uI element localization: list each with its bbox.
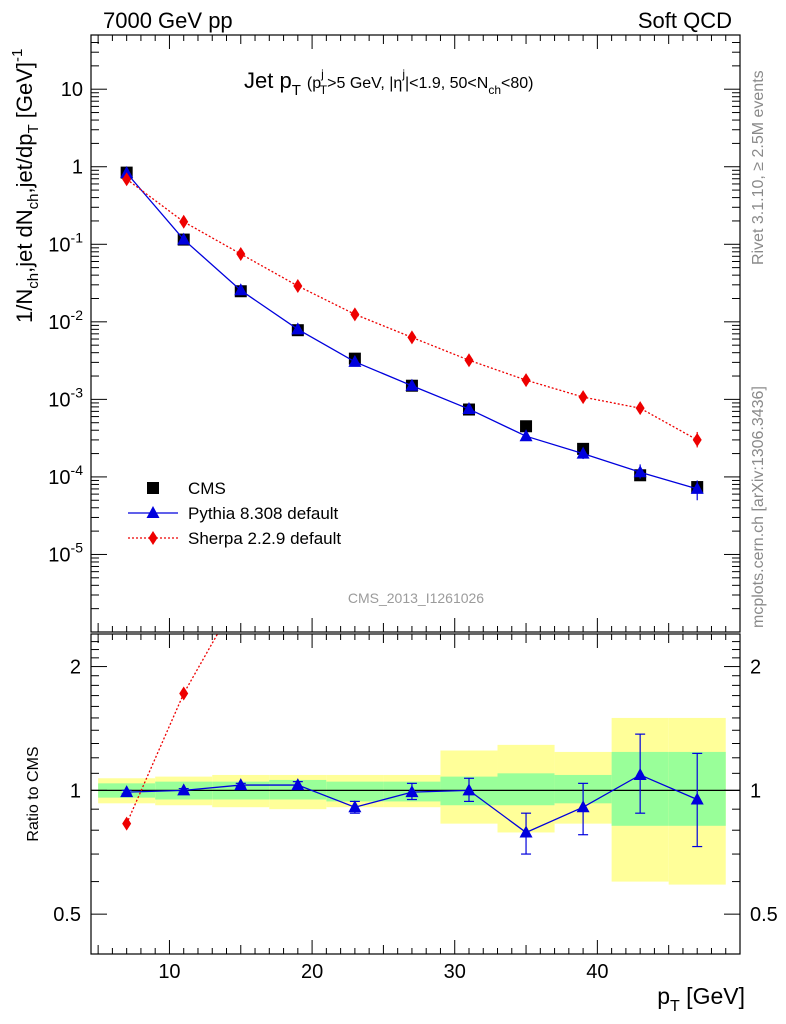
data-point [293,278,303,293]
ratio-y-tick-label: 2 [70,657,81,679]
ratio-point [177,783,191,796]
ratio-point [122,816,132,831]
y-tick-label: 10-5 [48,539,83,566]
legend-marker [147,482,159,494]
y-tick-label: 10-1 [48,229,83,256]
x-tick-label: 30 [444,961,466,983]
ratio-point [348,800,362,813]
plot-title: Jet pT (pj T>5 GeV, |ηj|<1.9, 50<Nch<80) [244,67,533,99]
x-tick-label: 10 [158,961,180,983]
ratio-point [579,509,588,523]
ratio-y-tick-label-right: 0.5 [750,904,778,926]
data-point [348,354,362,367]
y-tick-label: 10 [61,79,83,101]
ratio-point [234,778,248,791]
legend-item: Sherpa 2.2.9 default [128,529,341,548]
series-line [126,178,698,441]
ratio-y-axis-label: Ratio to CMS [25,746,42,841]
ratio-series-sherpa [122,428,702,831]
header-left: 7000 GeV pp [103,8,233,33]
data-point [692,432,702,447]
ratio-point [633,767,647,780]
ratio-y-tick-label-right: 2 [750,657,761,679]
ratio-point [179,686,189,701]
legend-label: Sherpa 2.2.9 default [188,529,341,548]
ratio-point [519,825,533,838]
series-pythia [120,166,704,501]
x-tick-label: 40 [586,961,608,983]
data-point [120,166,134,179]
data-point [576,446,590,459]
source-label: mcplots.cern.ch [arXiv:1306.3436] [750,386,767,628]
rivet-label: Rivet 3.1.10, ≥ 2.5M events [750,70,767,265]
ratio-point [693,534,702,548]
x-tick-label: 20 [301,961,323,983]
band-inner [497,773,555,806]
data-point [578,390,588,405]
data-point [407,330,417,345]
data-point [291,322,305,335]
data-point [234,283,248,296]
ratio-point [350,548,359,562]
ratio-point [462,783,476,796]
band-inner [326,781,384,802]
data-point [464,353,474,368]
y-tick-label: 10-3 [48,384,83,411]
y-tick-label: 1 [72,157,83,179]
header-right: Soft QCD [638,8,732,33]
ratio-point [291,778,305,791]
x-axis-label: pT [GeV] [657,983,745,1015]
ratio-point [576,800,590,813]
legend-label: CMS [188,479,226,498]
data-point [635,401,645,416]
ratio-y-tick-label: 0.5 [53,904,81,926]
y-tick-label: 10-2 [48,307,83,334]
legend-item: CMS [147,479,226,498]
data-point [177,232,191,245]
data-point [521,373,531,388]
ratio-plot-frame [90,633,741,955]
data-point [519,429,533,442]
ratio-point [405,785,419,798]
data-point [179,214,189,229]
uncertainty-bands [98,717,726,885]
ratio-point [522,539,531,553]
main-plot-marks [120,166,704,501]
data-point [690,481,704,494]
series-sherpa [122,172,702,448]
data-point [122,172,132,187]
legend-marker [148,531,158,545]
ratio-y-tick-label-right: 1 [750,780,761,802]
ratio-point [236,586,245,600]
data-point [405,378,419,391]
data-point [520,420,533,433]
ratio-point [636,428,645,442]
ratio-point [120,785,134,798]
legend-label: Pythia 8.308 default [188,504,339,523]
series-cms [120,166,704,494]
watermark-label: CMS_2013_I1261026 [348,590,484,606]
ratio-point [293,549,302,563]
data-point [236,246,246,261]
ratio-plot-marks [120,428,704,855]
legend-marker [146,506,160,518]
ratio-point [464,522,473,536]
y-tick-label: 10-4 [48,462,83,489]
legend-item: Pythia 8.308 default [128,504,339,523]
data-point [633,465,647,478]
data-point [462,402,476,415]
ratio-y-tick-label: 1 [70,780,81,802]
legend: CMS Pythia 8.308 default Sherpa 2.2.9 defa… [128,479,341,548]
main-y-axis-label: 1/Nch,jet dNch,jet/dpT [GeV]-1 [9,49,42,323]
axes: 10 20 30 40 10-5 10-4 10-3 10-2 10-1 1 10 0.5 0.5 1 1 2… [48,34,778,983]
ratio-point [690,792,704,805]
ratio-point [407,527,416,541]
data-point [350,307,360,322]
ratio-series-pythia [120,733,704,855]
